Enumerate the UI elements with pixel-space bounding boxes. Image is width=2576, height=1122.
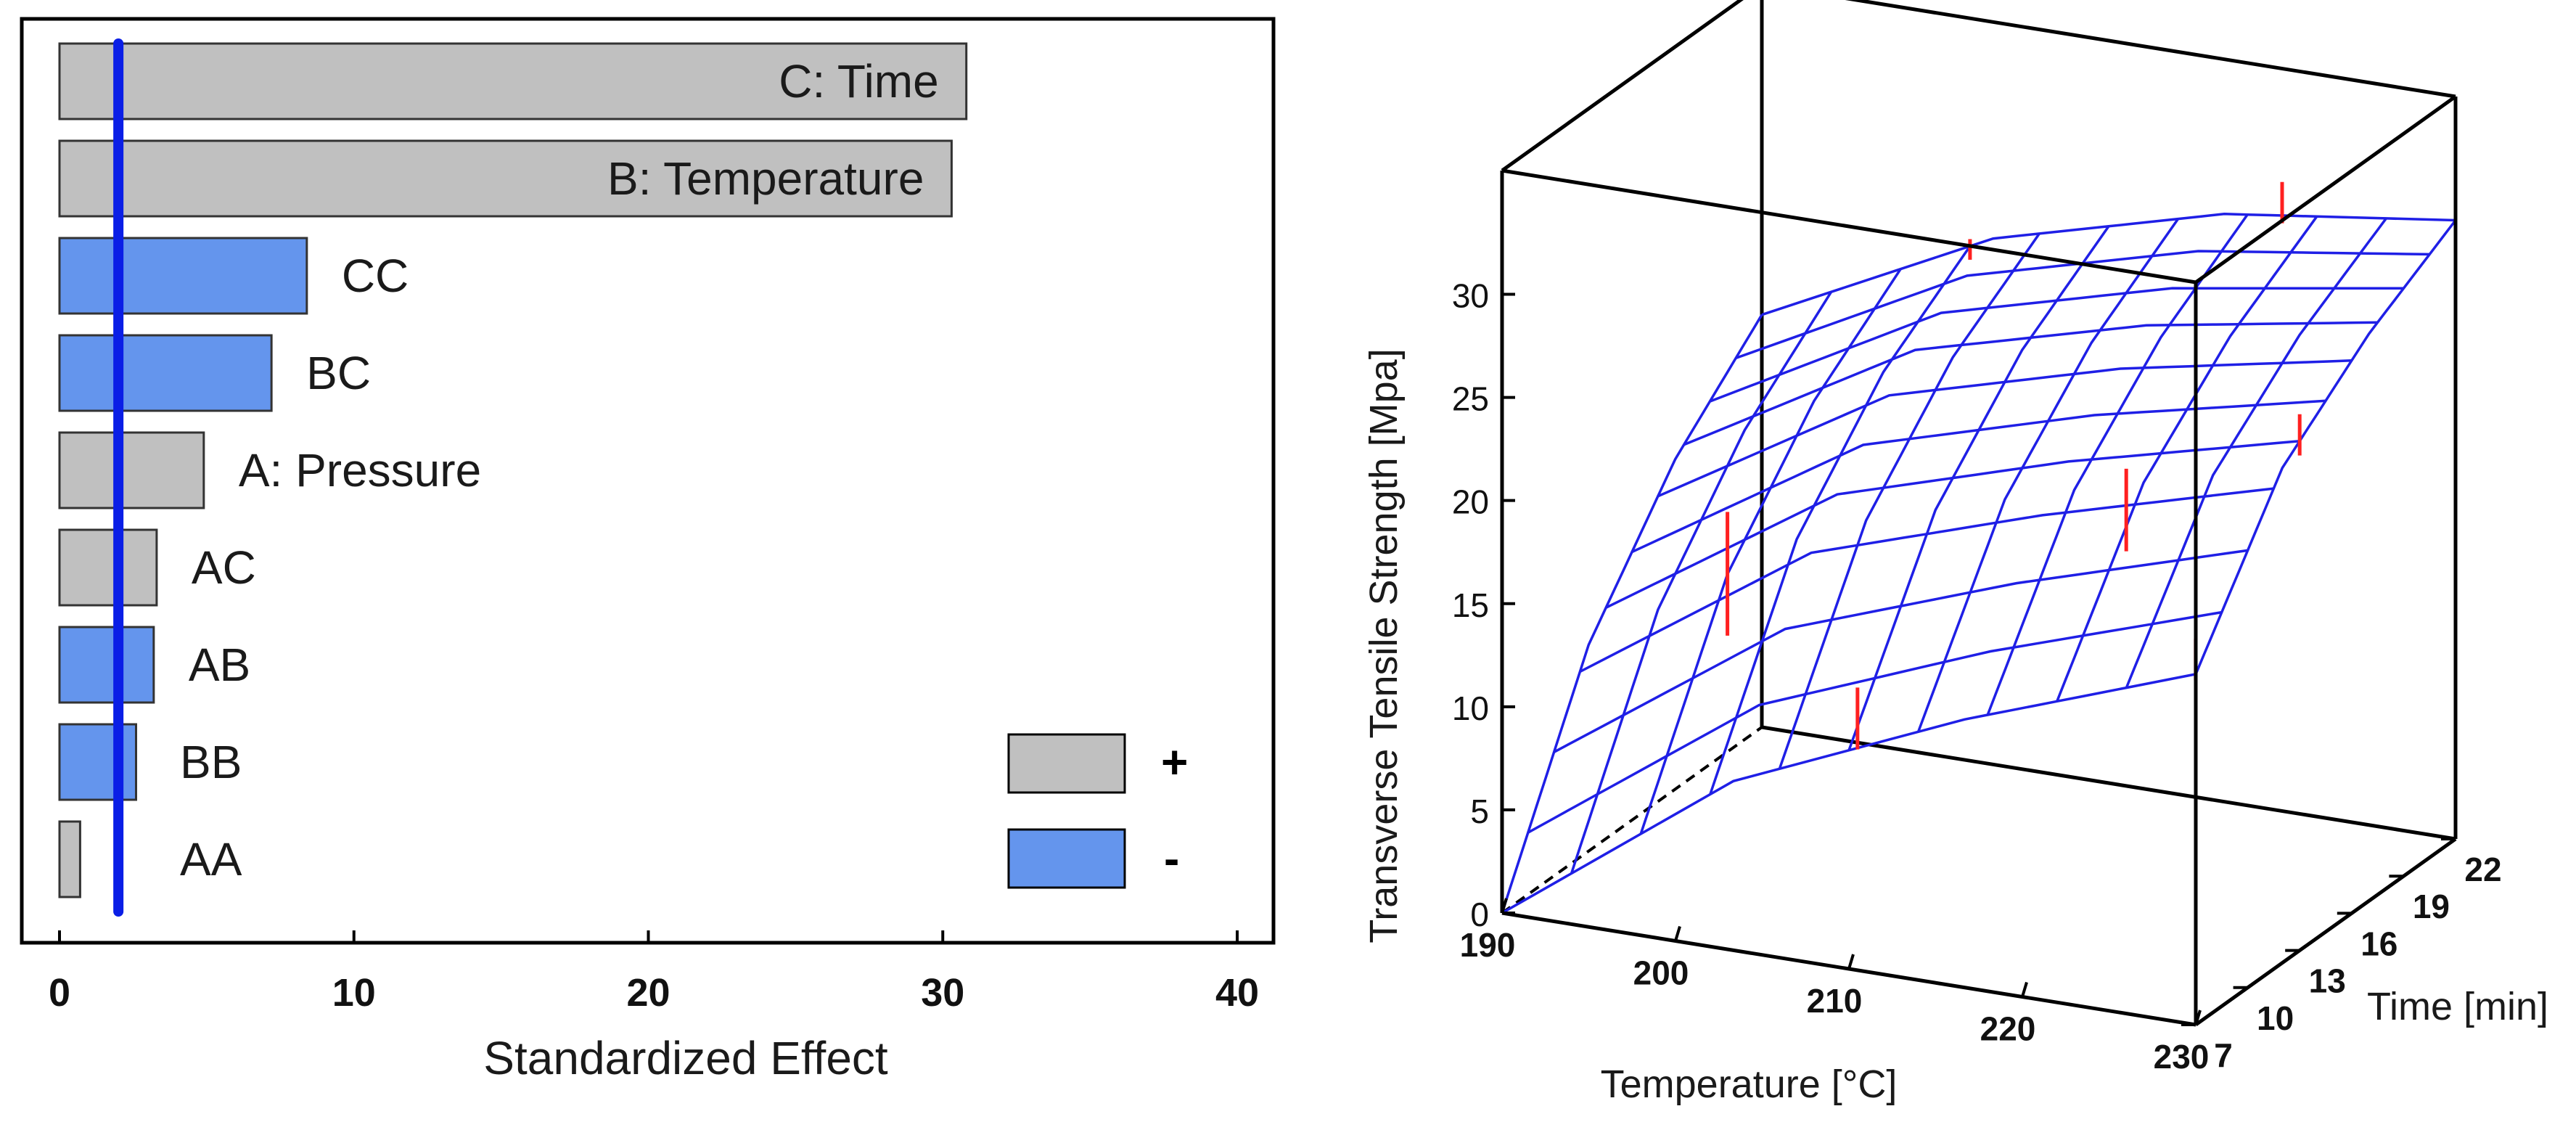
surface-mesh-line [1639, 268, 1902, 835]
surface-y-tick-label: 16 [2360, 925, 2397, 962]
box-edge [1761, 725, 2456, 841]
surface-mesh-line [2056, 216, 2318, 702]
pareto-bar-label: A: Pressure [239, 444, 481, 496]
surface-mesh-line [1916, 218, 2180, 732]
surface-x-tick-label: 210 [1807, 982, 1863, 1020]
surface-z-axis-title: Transverse Tensile Strength [Mpa] [1362, 348, 1406, 943]
legend-negative-swatch [1007, 828, 1126, 889]
surface-mesh-line [1501, 314, 1763, 914]
pareto-bar-label: AA [180, 833, 242, 885]
surface-y-tick-label: 10 [2257, 999, 2294, 1037]
surface-mesh [1501, 213, 2457, 914]
surface-y-tick-label: 19 [2413, 888, 2450, 925]
surface-mesh-line [1735, 250, 2430, 360]
box-edge [1501, 168, 2196, 284]
pareto-bar-label: AB [189, 639, 250, 691]
pareto-bar [58, 723, 137, 801]
surface-x-tick-label: 230 [2154, 1038, 2210, 1076]
pareto-chart: C: Time B: Temperature CC BC A: Pressure AC AB… [20, 17, 1276, 1084]
pareto-bar [58, 528, 158, 607]
pareto-x-tick-label: 40 [1215, 971, 1259, 1015]
surface-z-tick-label: 5 [1470, 793, 1489, 830]
surface-z-tick-label: 0 [1470, 896, 1489, 933]
pareto-bar-label: C: Time [779, 55, 938, 107]
pareto-bar-label: CC [342, 250, 409, 302]
surface-x-axis-title: Temperature [°C] [1601, 1062, 1898, 1106]
surface-x-tick-mark [1847, 954, 1855, 970]
surface-x-tick-mark [1501, 898, 1508, 914]
surface-mesh-line [1709, 245, 1972, 795]
box-edge [1501, 0, 1744, 173]
surface-bounding-box-front [1500, 0, 2458, 1027]
pareto-bar [58, 237, 308, 315]
surface-mesh-line [2194, 219, 2457, 675]
legend-positive-swatch [1007, 733, 1126, 794]
pareto-bar [58, 334, 273, 412]
pareto-x-axis-title: Standardized Effect [483, 1032, 888, 1084]
response-surface-chart: 0 5 10 15 20 25 30 190 200 210 220 230 7 10 13 16 19 22… [1362, 0, 2548, 1106]
surface-z-tick-label: 25 [1452, 380, 1489, 418]
surface-x-tick-label: 220 [1980, 1010, 2036, 1048]
pareto-x-tick-label: 10 [332, 971, 376, 1015]
legend-positive-label: + [1161, 736, 1188, 788]
pareto-x-ticks: 0 10 20 30 40 [49, 930, 1259, 1015]
pareto-bars: C: Time B: Temperature CC BC A: Pressure AC AB… [58, 42, 968, 898]
surface-y-ticks: 7 10 13 16 19 22 [2181, 838, 2502, 1074]
pareto-bar [58, 42, 968, 120]
surface-bounding-box-back [1501, 0, 2456, 914]
pareto-bar [58, 139, 953, 218]
surface-z-ticks: 0 5 10 15 20 25 30 [1452, 277, 1515, 933]
surface-mesh-line [1847, 225, 2110, 751]
surface-z-tick-label: 30 [1452, 277, 1489, 315]
pareto-x-tick-label: 0 [49, 971, 70, 1015]
box-edge [1501, 726, 1763, 914]
surface-x-tick-mark [2021, 981, 2028, 998]
surface-mesh-line [1778, 232, 2040, 769]
surface-mesh-line [1501, 673, 2196, 914]
pareto-x-tick-label: 20 [626, 971, 670, 1015]
surface-mesh-line [1986, 213, 2249, 716]
surface-y-axis-title: Time [min] [2367, 985, 2548, 1028]
box-edge [2194, 94, 2457, 284]
surface-x-tick-label: 200 [1633, 954, 1689, 992]
surface-x-tick-label: 190 [1460, 926, 1516, 964]
surface-y-tick-label: 7 [2214, 1036, 2233, 1074]
surface-z-tick-label: 20 [1452, 483, 1489, 521]
pareto-bar-label: BB [180, 736, 242, 788]
pareto-bar [58, 626, 155, 704]
surface-y-tick-label: 22 [2464, 851, 2501, 888]
pareto-bar-label: B: Temperature [607, 152, 924, 205]
pareto-legend: + - [1007, 733, 1188, 889]
pareto-x-tick-label: 30 [921, 971, 964, 1015]
surface-z-tick-label: 15 [1452, 586, 1489, 624]
surface-mesh-line [1709, 287, 2404, 403]
legend-negative-label: - [1164, 832, 1179, 885]
box-edge [1845, 0, 2456, 99]
surface-y-tick-label: 13 [2309, 962, 2346, 1000]
surface-mesh-line [1570, 291, 1833, 875]
surface-x-tick-mark [2194, 1010, 2202, 1025]
pareto-bar [58, 431, 205, 509]
surface-z-tick-label: 10 [1452, 689, 1489, 727]
surface-mesh-line [1553, 549, 2248, 753]
pareto-bar-label: BC [306, 347, 371, 399]
surface-x-ticks: 190 200 210 220 230 [1460, 898, 2210, 1076]
box-edge [2194, 837, 2457, 1027]
surface-mesh-line [2125, 217, 2387, 689]
pareto-bar [58, 820, 81, 898]
surface-x-tick-mark [1674, 925, 1681, 942]
pareto-bar-label: AC [192, 541, 256, 594]
